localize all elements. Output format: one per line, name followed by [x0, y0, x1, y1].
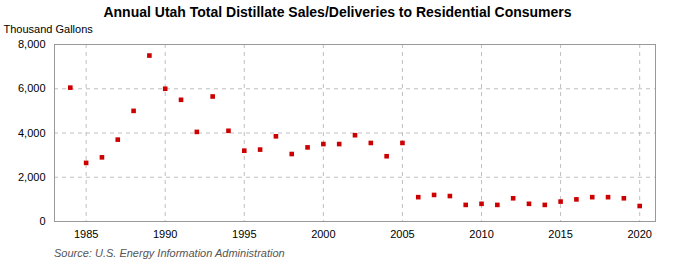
- svg-text:0: 0: [39, 215, 45, 227]
- svg-text:2,000: 2,000: [18, 171, 46, 183]
- svg-text:1985: 1985: [74, 228, 98, 240]
- svg-text:4,000: 4,000: [18, 127, 46, 139]
- svg-text:1995: 1995: [232, 228, 256, 240]
- svg-text:8,000: 8,000: [18, 38, 46, 50]
- svg-text:2020: 2020: [627, 228, 651, 240]
- svg-text:Thousand Gallons: Thousand Gallons: [4, 23, 94, 35]
- html-text:Source: U.S. Energy Informatio: Source: U.S. Energy Information Administ…: [54, 247, 285, 259]
- svg-text:1990: 1990: [153, 228, 177, 240]
- svg-text:2015: 2015: [548, 228, 572, 240]
- svg-text:6,000: 6,000: [18, 82, 46, 94]
- html-text:Annual Utah Total Distillate S: Annual Utah Total Distillate Sales/Deliv…: [103, 4, 572, 20]
- svg-text:2010: 2010: [469, 228, 493, 240]
- svg-text:2005: 2005: [390, 228, 414, 240]
- svg-text:2000: 2000: [311, 228, 335, 240]
